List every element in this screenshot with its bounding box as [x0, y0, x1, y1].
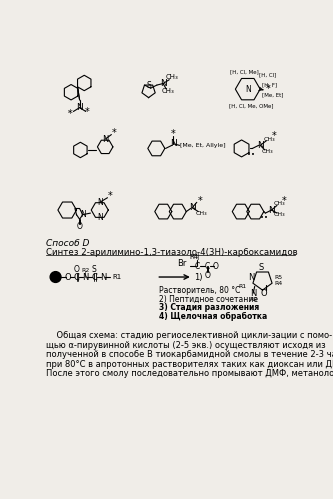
Text: CH₃: CH₃: [264, 137, 275, 142]
Text: *: *: [108, 191, 112, 201]
Text: O: O: [204, 271, 210, 280]
Text: S: S: [92, 265, 97, 274]
Text: ••: ••: [247, 152, 255, 158]
Text: 2) Пептидное сочетание: 2) Пептидное сочетание: [160, 295, 258, 304]
Text: полученной в способе B тиокарбамидной смолы в течение 2-3 час: полученной в способе B тиокарбамидной см…: [46, 350, 333, 359]
Text: Общая схема: стадию региоселективной цикли-зации с помо-: Общая схема: стадию региоселективной цик…: [46, 331, 332, 340]
Text: [Me, Et]: [Me, Et]: [262, 93, 283, 98]
Text: O: O: [213, 262, 219, 271]
Text: N: N: [248, 272, 254, 281]
Text: N: N: [268, 206, 275, 215]
Text: CH₃: CH₃: [273, 202, 285, 207]
Text: O: O: [261, 289, 267, 298]
Text: R1: R1: [238, 284, 246, 289]
Text: *: *: [197, 196, 202, 206]
Text: N: N: [257, 141, 263, 150]
Text: *: *: [68, 109, 73, 119]
Text: CH₃: CH₃: [273, 212, 285, 217]
Text: 1): 1): [194, 272, 203, 281]
Text: 4) Щелочная обработка: 4) Щелочная обработка: [160, 312, 268, 321]
Text: N: N: [245, 85, 251, 94]
Text: щью α-пирувинной кислоты (2-5 экв.) осуществляют исходя из: щью α-пирувинной кислоты (2-5 экв.) осущ…: [46, 340, 326, 349]
Text: R5: R5: [274, 274, 282, 279]
Text: N: N: [76, 103, 83, 112]
Text: N: N: [250, 289, 256, 298]
Text: R4: R4: [190, 254, 199, 260]
Text: S: S: [258, 263, 264, 272]
Text: N: N: [97, 198, 103, 207]
Text: C: C: [205, 262, 210, 271]
Text: N: N: [170, 139, 177, 148]
Circle shape: [50, 271, 61, 282]
Text: [H, Cl, Me, OMe]: [H, Cl, Me, OMe]: [229, 104, 273, 109]
Text: *: *: [171, 129, 176, 139]
Text: N: N: [100, 272, 106, 281]
Text: |: |: [196, 253, 198, 260]
Text: C: C: [91, 272, 97, 281]
Text: C: C: [195, 262, 200, 271]
Text: [Me, Et, Allyle]: [Me, Et, Allyle]: [179, 143, 225, 148]
Text: O: O: [65, 272, 71, 281]
Text: *: *: [282, 196, 286, 206]
Text: *: *: [85, 107, 90, 117]
Text: N: N: [160, 79, 166, 88]
Text: *: *: [111, 128, 116, 138]
Text: R1: R1: [112, 274, 122, 280]
Text: N: N: [82, 272, 88, 281]
Text: O: O: [77, 223, 83, 232]
Text: R4: R4: [274, 280, 282, 286]
Text: N: N: [97, 213, 103, 222]
Text: O: O: [74, 265, 80, 274]
Text: N: N: [80, 210, 86, 219]
Text: CH₃: CH₃: [262, 149, 274, 154]
Text: N: N: [189, 203, 195, 212]
Text: Br: Br: [177, 258, 186, 267]
Text: CH₃: CH₃: [162, 88, 174, 94]
Text: C: C: [74, 272, 80, 281]
Text: *: *: [272, 131, 276, 141]
Text: Способ D: Способ D: [46, 239, 90, 248]
Text: *: *: [265, 84, 270, 94]
Text: N: N: [102, 135, 108, 144]
Text: 3) Стадия разложения: 3) Стадия разложения: [160, 303, 260, 312]
Text: Растворитель, 80 °C: Растворитель, 80 °C: [160, 286, 241, 295]
Text: CH₃: CH₃: [195, 211, 207, 216]
Text: После этого смолу последовательно промывают ДМФ, метанолом и: После этого смолу последовательно промыв…: [46, 369, 333, 378]
Text: R2: R2: [81, 267, 89, 272]
Text: при 80°C в апротонных растворителях таких как диоксан или ДМФ.: при 80°C в апротонных растворителях таки…: [46, 360, 333, 369]
Text: R2: R2: [249, 297, 257, 302]
Text: ••: ••: [260, 216, 268, 222]
Text: [H, F]: [H, F]: [262, 82, 277, 87]
Text: S: S: [146, 81, 151, 90]
Text: Синтез 2-арилимино-1,3-тиазоло-4(3Н)-карбоксамидов: Синтез 2-арилимино-1,3-тиазоло-4(3Н)-кар…: [46, 248, 298, 257]
Text: .: .: [68, 107, 70, 113]
Text: [H, Cl, Me]: [H, Cl, Me]: [230, 70, 259, 75]
Text: CH₃: CH₃: [166, 74, 179, 80]
Text: [H, Cl]: [H, Cl]: [259, 73, 276, 78]
